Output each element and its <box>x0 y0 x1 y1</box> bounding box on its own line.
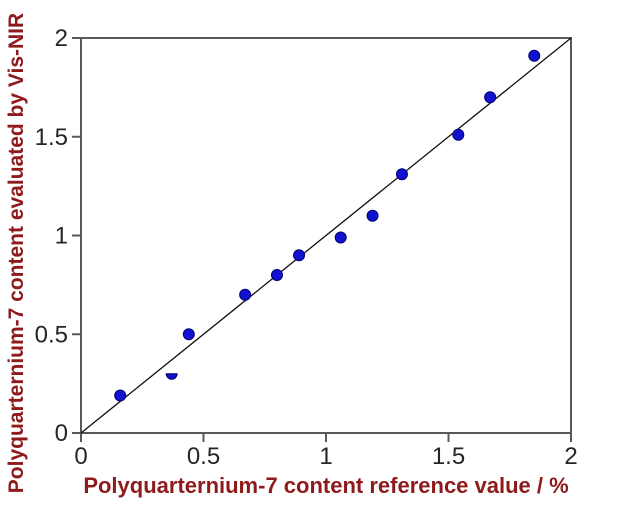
data-point <box>293 249 306 262</box>
x-tick-label: 1 <box>319 443 332 470</box>
x-tick-label: 1.5 <box>432 443 465 470</box>
data-point <box>395 168 408 181</box>
data-point <box>114 389 127 402</box>
plot-border <box>80 37 572 434</box>
data-point <box>239 288 252 301</box>
data-point <box>452 128 465 141</box>
x-tick-label: 2 <box>564 443 577 470</box>
y-tick-label: 0 <box>55 420 68 447</box>
data-point <box>484 91 497 104</box>
data-point <box>271 269 283 281</box>
data-point <box>366 209 379 222</box>
data-point <box>334 231 347 244</box>
data-point-half-circle <box>165 373 178 380</box>
x-tick-label: 0 <box>74 443 87 470</box>
y-tick-label: 0.5 <box>35 321 68 348</box>
identity-line <box>80 37 572 434</box>
x-tick-label: 0.5 <box>187 443 220 470</box>
y-tick-label: 1 <box>55 223 68 250</box>
y-tick-label: 1.5 <box>35 124 68 151</box>
data-point <box>182 328 195 341</box>
y-tick-label: 2 <box>55 25 68 52</box>
data-point <box>528 49 541 62</box>
x-axis-title: Polyquarternium-7 content reference valu… <box>83 473 569 498</box>
